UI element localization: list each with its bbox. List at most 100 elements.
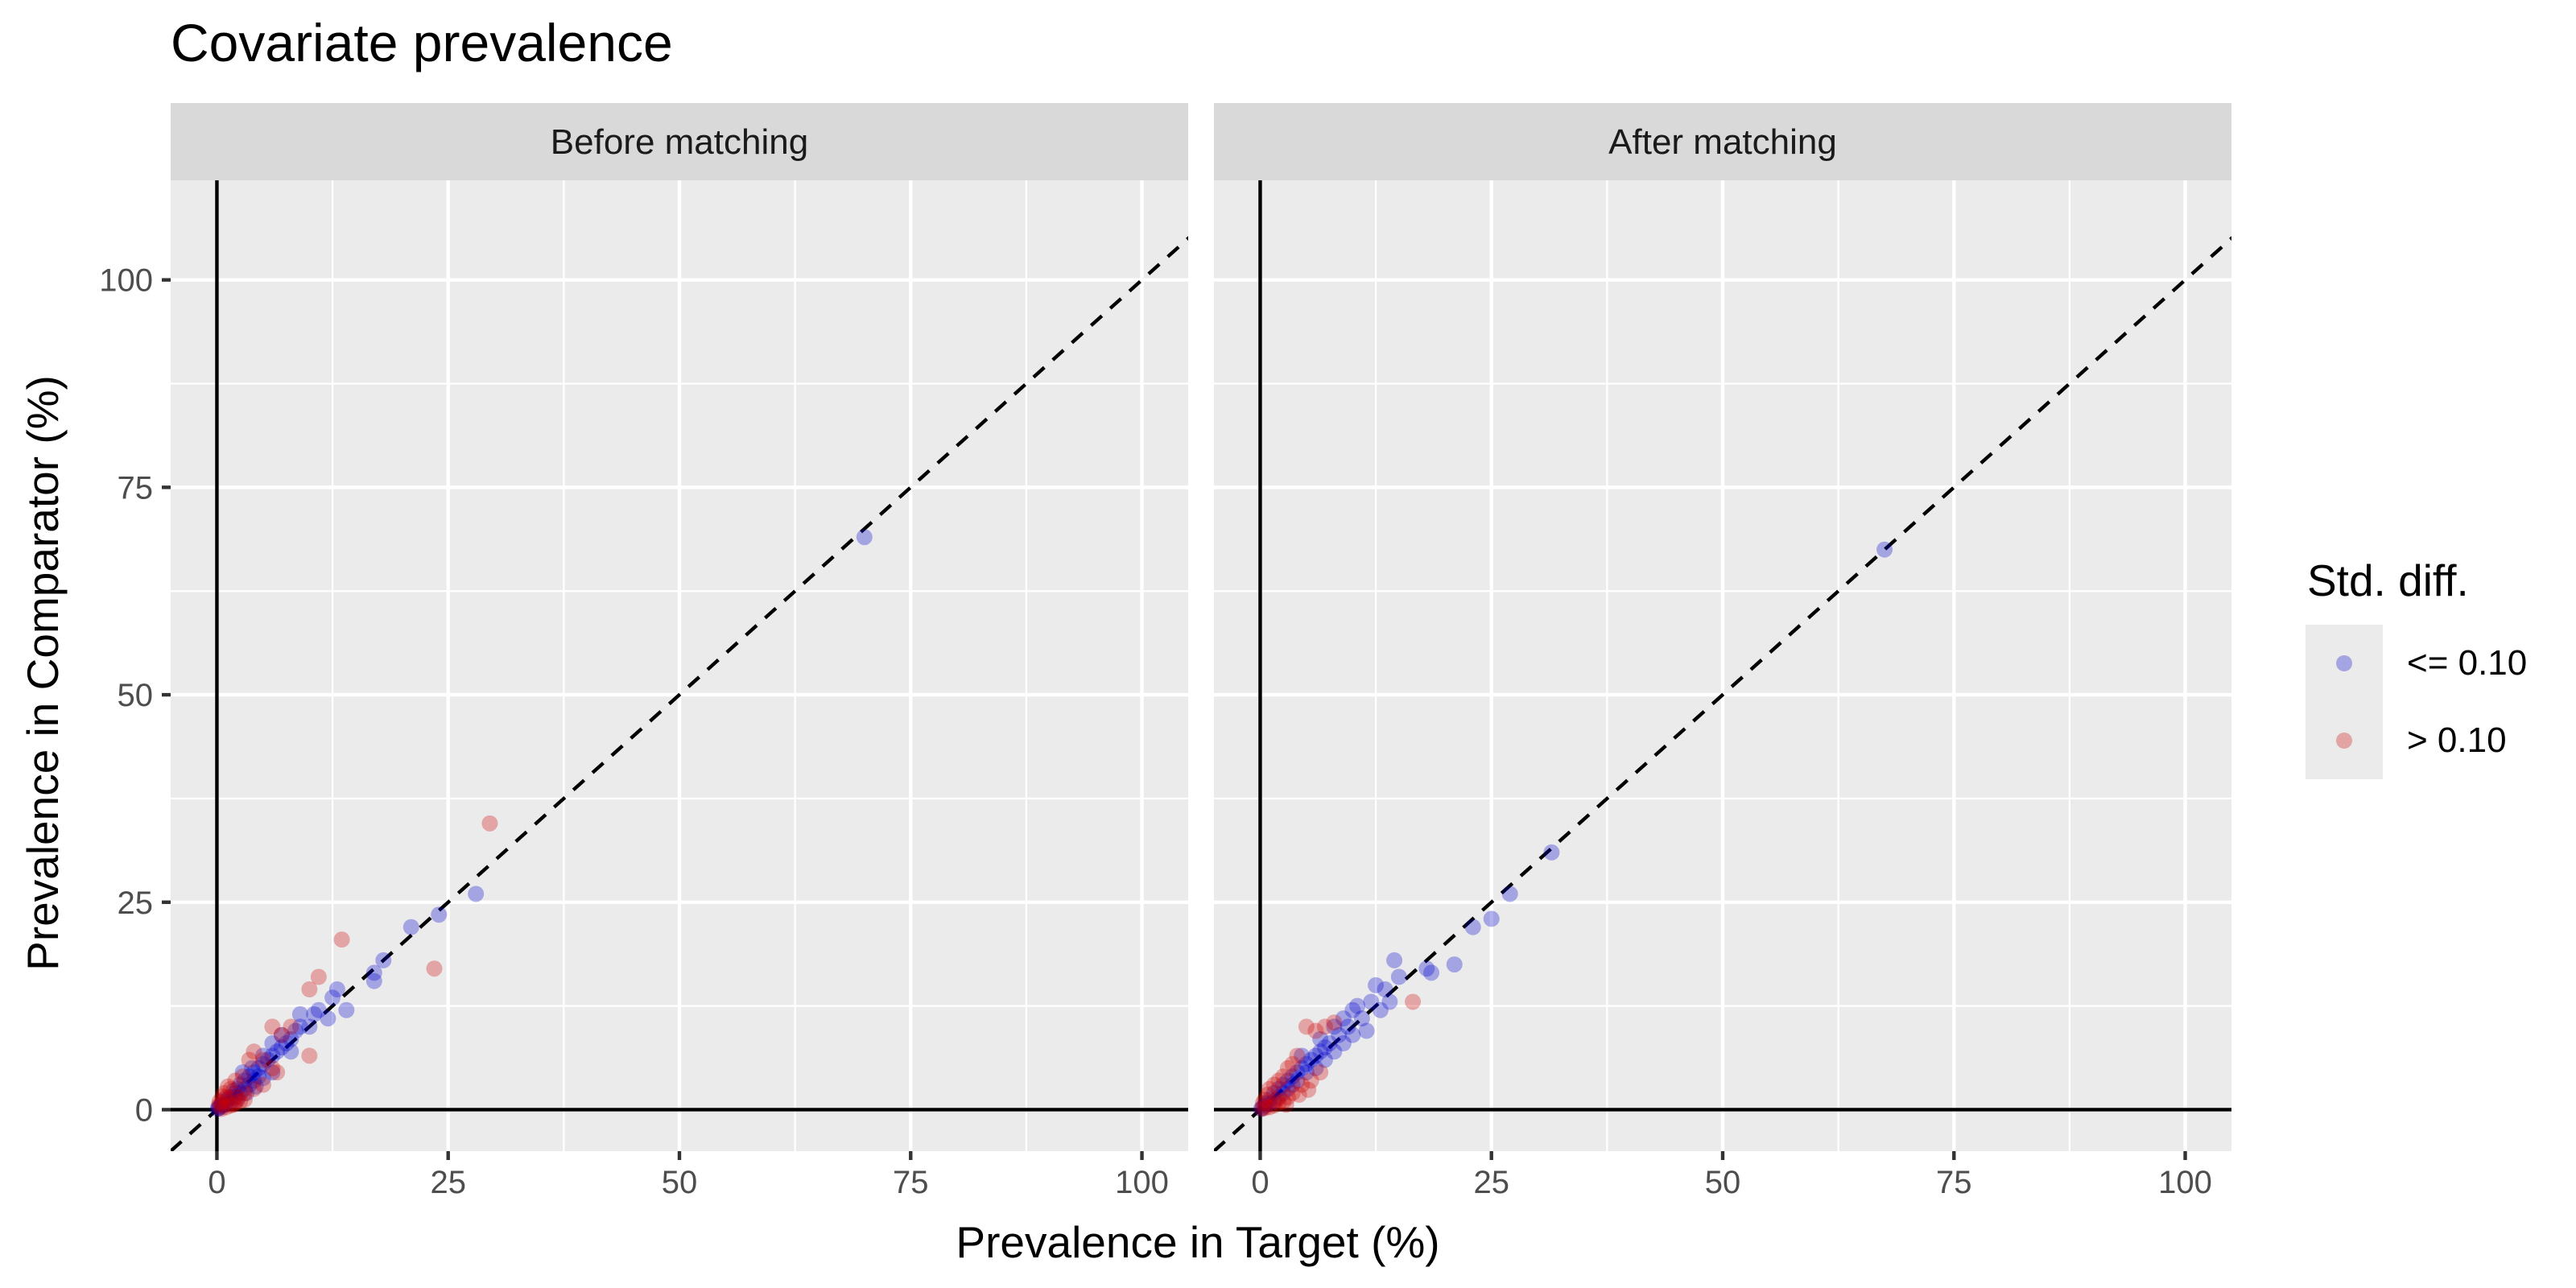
data-point — [1257, 1100, 1274, 1117]
data-point — [1316, 1051, 1333, 1068]
legend-title: Std. diff. — [2307, 555, 2469, 605]
data-point — [328, 981, 345, 997]
data-point — [246, 1043, 262, 1060]
legend-key-low-std-diff — [2336, 655, 2352, 671]
data-point — [1876, 541, 1893, 558]
data-point — [1265, 1076, 1282, 1093]
data-point — [1372, 1001, 1389, 1018]
data-point — [1279, 1072, 1296, 1089]
data-point — [213, 1099, 229, 1116]
x-axis-title: Prevalence in Target (%) — [956, 1217, 1439, 1267]
data-point — [241, 1076, 258, 1093]
data-point — [1326, 1018, 1343, 1035]
data-point — [1278, 1096, 1294, 1113]
data-point — [222, 1080, 239, 1097]
data-point — [1340, 1018, 1356, 1035]
data-point — [222, 1097, 239, 1114]
data-point — [1298, 1055, 1315, 1072]
data-point — [481, 815, 498, 832]
panel-before-matching: Before matching — [171, 103, 1188, 1151]
legend-key-high-std-diff — [2336, 733, 2352, 749]
data-point — [1265, 1093, 1282, 1110]
x-tick-label: 100 — [2158, 1165, 2212, 1200]
data-point — [278, 1035, 295, 1051]
data-point — [1307, 1059, 1324, 1076]
data-point — [291, 1018, 308, 1035]
data-point — [1261, 1080, 1278, 1097]
data-point — [1254, 1095, 1271, 1112]
data-point — [264, 1064, 281, 1081]
data-point — [1265, 1084, 1282, 1101]
data-point — [264, 1035, 281, 1051]
data-point — [291, 1005, 308, 1022]
data-point — [1321, 1035, 1338, 1051]
data-point — [213, 1096, 230, 1113]
data-point — [1294, 1059, 1311, 1076]
data-point — [254, 1055, 271, 1072]
data-point — [250, 1059, 267, 1076]
y-axis-title: Prevalence in Comparator (%) — [18, 375, 68, 971]
facet-strip — [171, 103, 1188, 180]
data-point — [306, 1005, 323, 1022]
data-point — [250, 1068, 267, 1085]
data-point — [1253, 1100, 1270, 1117]
data-point — [310, 1001, 327, 1018]
data-point — [310, 968, 327, 985]
data-point — [227, 1095, 244, 1112]
data-point — [287, 1022, 304, 1039]
data-point — [229, 1089, 246, 1105]
data-point — [225, 1082, 242, 1099]
data-point — [217, 1089, 234, 1105]
legend: Std. diff. <= 0.10 > 0.10 — [2306, 555, 2527, 779]
data-point — [426, 960, 443, 977]
y-tick-label: 50 — [118, 678, 154, 713]
data-point — [234, 1064, 251, 1081]
x-tick-label: 50 — [662, 1165, 698, 1200]
data-point — [1261, 1096, 1278, 1113]
data-point — [1377, 981, 1393, 997]
data-point — [1446, 956, 1463, 973]
data-point — [1284, 1068, 1301, 1085]
data-point — [269, 1064, 286, 1081]
y-tick-label: 75 — [118, 470, 154, 506]
data-point — [1253, 1100, 1269, 1117]
series-high-std-diff — [1253, 993, 1422, 1117]
data-point — [216, 1084, 233, 1101]
data-point — [1316, 1018, 1333, 1035]
data-point — [269, 1043, 286, 1060]
data-point — [375, 952, 392, 968]
x-tick-label: 50 — [1705, 1165, 1741, 1200]
data-point — [1349, 997, 1366, 1014]
data-point — [1368, 976, 1385, 993]
data-point — [1279, 1089, 1296, 1105]
data-point — [1423, 964, 1440, 981]
data-point — [238, 1084, 255, 1101]
data-point — [283, 1043, 299, 1060]
data-point — [213, 1095, 230, 1112]
data-point — [1326, 1014, 1343, 1031]
data-point — [225, 1096, 242, 1113]
facet-strip-label: After matching — [1608, 122, 1837, 162]
data-point — [338, 1001, 355, 1018]
data-point — [236, 1072, 253, 1089]
data-point — [232, 1093, 249, 1110]
data-point — [1335, 1035, 1352, 1051]
data-point — [247, 1078, 264, 1095]
data-point — [246, 1064, 262, 1081]
data-point — [1257, 1092, 1274, 1108]
data-point — [220, 1078, 237, 1095]
facet-strip-label: Before matching — [551, 122, 808, 162]
data-point — [213, 1100, 230, 1117]
x-tick-label: 0 — [208, 1165, 225, 1200]
data-point — [246, 1072, 262, 1089]
data-point — [1265, 1097, 1282, 1114]
data-point — [273, 1026, 290, 1043]
x-tick-label: 75 — [1936, 1165, 1972, 1200]
data-point — [241, 1068, 258, 1085]
data-point — [217, 1099, 234, 1116]
data-point — [1257, 1097, 1274, 1114]
data-point — [1270, 1080, 1287, 1097]
data-point — [216, 1092, 233, 1108]
data-point — [1353, 1010, 1370, 1027]
